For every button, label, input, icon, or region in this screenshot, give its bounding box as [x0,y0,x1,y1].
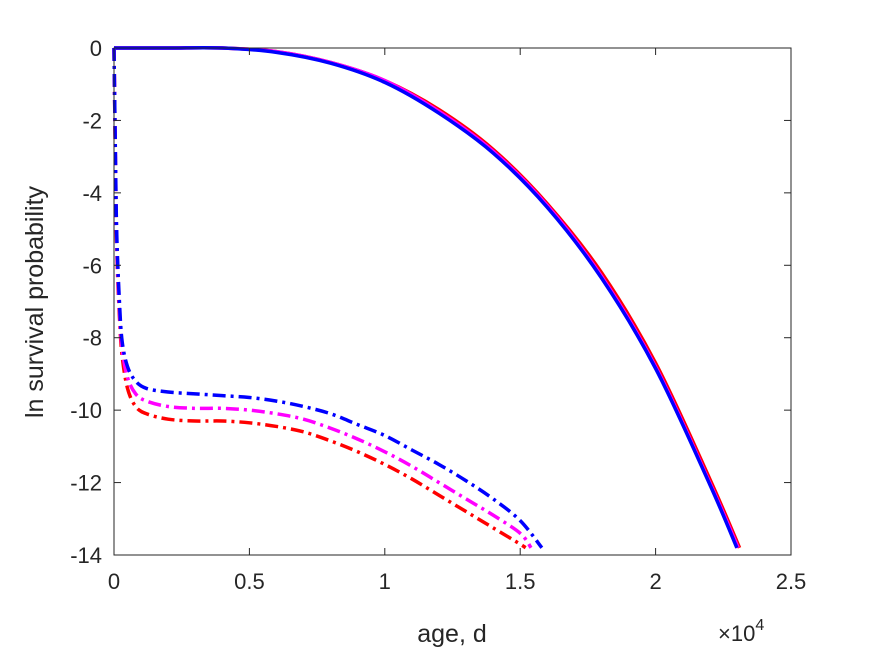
ticks-layer: 0 0.5 1 1.5 2 2.5 0 -2 -4 -6 -8 -10 -12 -14 [70,36,806,594]
y-tick-label: -6 [82,253,102,278]
x-exponent-power: 4 [755,617,764,634]
dashdot-series-line-5 [112,47,544,549]
y-axis-label: ln survival probability [21,185,49,418]
plot-box [113,47,792,556]
x-tick-label: 2.5 [776,569,807,594]
y-tick-label: -2 [82,108,102,133]
x-tick-label: 1 [379,569,391,594]
x-tick-label: 2 [649,569,661,594]
x-axis-label: age, d [417,620,487,648]
x-tick-label: 0 [108,569,120,594]
x-tick-label: 1.5 [505,569,536,594]
x-tick-label: 0.5 [234,569,265,594]
x-exponent-label: ×104 [718,617,764,646]
y-tick-label: -8 [82,326,102,351]
y-tick-label: -10 [70,398,102,423]
x-exponent-base: ×10 [718,621,755,646]
y-tick-label: -14 [70,543,102,568]
y-tick-label: -12 [70,471,102,496]
y-tick-label: -4 [82,181,102,206]
y-tick-label: 0 [90,36,102,61]
